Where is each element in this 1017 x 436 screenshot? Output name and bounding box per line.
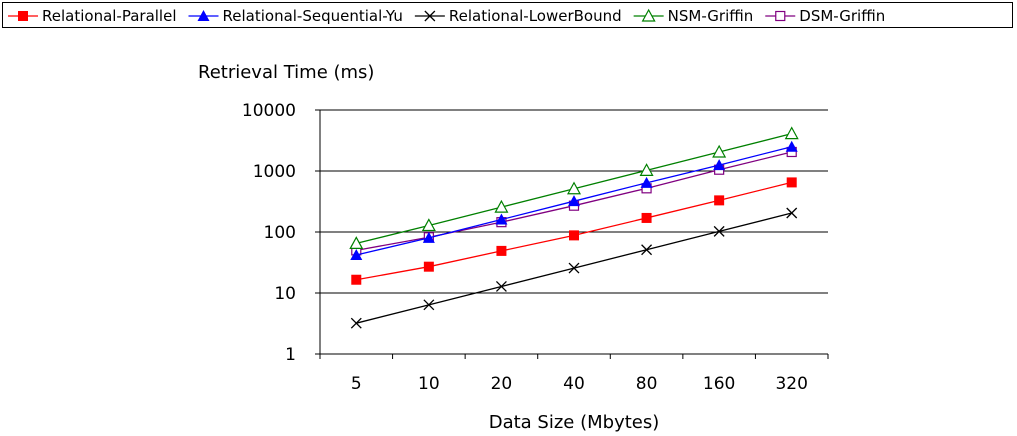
data-point: [423, 261, 434, 272]
data-point: [640, 176, 653, 188]
data-point: [714, 195, 725, 206]
data-point: [495, 213, 508, 225]
x-tick-label: 80: [636, 374, 658, 394]
data-point: [569, 230, 579, 241]
y-tick-label: 1000: [253, 162, 296, 182]
y-tick-label: 1: [285, 345, 296, 365]
x-stroke: [423, 299, 435, 311]
x-stroke: [350, 317, 362, 329]
data-point: [495, 281, 507, 292]
x-tick-label: 320: [775, 374, 807, 394]
data-point: [422, 231, 435, 243]
legend-label: Relational-Parallel: [42, 7, 177, 25]
data-point: [566, 181, 582, 195]
data-point: [421, 218, 436, 232]
x-axis-title: Data Size (Mbytes): [489, 412, 660, 433]
data-point: [641, 212, 652, 223]
data-point: [568, 195, 580, 207]
data-point: [350, 248, 363, 260]
data-point: [786, 207, 798, 219]
y-tick-label: 10000: [242, 101, 296, 121]
data-point: [713, 159, 726, 171]
data-point: [712, 144, 727, 158]
x-stroke: [786, 207, 798, 219]
legend-label: Relational-LowerBound: [449, 7, 622, 25]
data-point: [785, 140, 798, 152]
x-tick-label: 40: [563, 374, 585, 394]
data-point: [351, 274, 362, 285]
x-tick-label: 160: [703, 374, 735, 394]
legend-item: Relational-Parallel: [8, 7, 177, 25]
data-point: [423, 299, 435, 311]
x-stroke: [568, 262, 580, 274]
legend-marker: [641, 8, 656, 22]
y-tick-label: 100: [264, 223, 296, 243]
x-stroke: [495, 281, 507, 292]
data-point: [349, 236, 364, 250]
data-point: [786, 177, 797, 188]
legend-item: Relational-LowerBound: [414, 7, 622, 25]
legend-item: DSM-Griffin: [765, 7, 885, 25]
data-point: [639, 163, 654, 176]
x-tick-label: 10: [418, 374, 440, 394]
data-point: [784, 126, 799, 140]
data-point: [350, 317, 362, 329]
legend-entries: Relational-Parallel Relational-Sequential…: [8, 7, 885, 25]
data-point: [494, 199, 509, 213]
y-axis-title: Retrieval Time (ms): [198, 62, 374, 83]
legend-marker: [775, 10, 786, 22]
legend-item: NSM-Griffin: [633, 7, 754, 25]
legend-label: NSM-Griffin: [668, 7, 754, 25]
x-tick-label: 5: [351, 374, 362, 394]
x-stroke: [713, 225, 725, 237]
legend-label: Relational-Sequential-Yu: [223, 7, 403, 25]
data-point: [641, 244, 653, 256]
data-point: [568, 262, 580, 274]
legend-marker: [197, 10, 210, 21]
x-stroke: [641, 244, 653, 256]
data-point: [713, 225, 725, 237]
data-point: [496, 245, 507, 256]
legend-item: Relational-Sequential-Yu: [188, 7, 403, 25]
legend-marker: [424, 10, 436, 22]
legend-marker: [18, 11, 28, 21]
legend: [2, 2, 1013, 28]
x-stroke: [424, 10, 436, 22]
x-tick-label: 20: [491, 374, 513, 394]
legend-label: DSM-Griffin: [799, 7, 885, 25]
y-tick-label: 10: [274, 284, 296, 304]
